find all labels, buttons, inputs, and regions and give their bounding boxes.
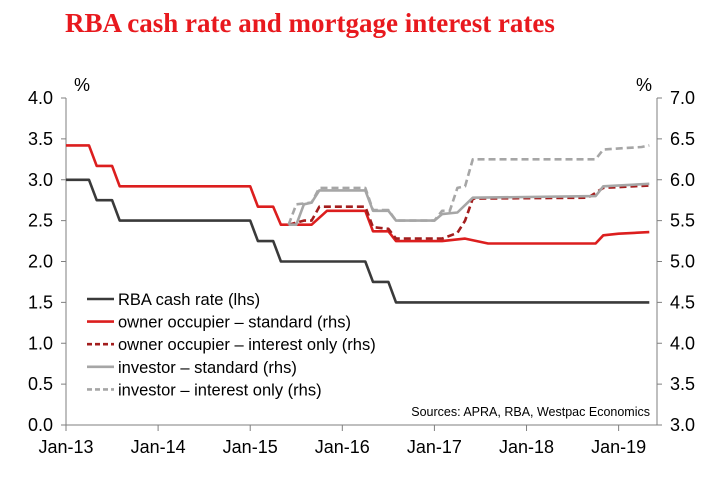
left-tick-label: 2.0 (28, 252, 53, 272)
left-tick-label: 2.5 (28, 211, 53, 231)
legend-label-4: investor – standard (rhs) (118, 359, 297, 377)
x-tick-label: Jan-14 (131, 437, 186, 457)
legend-label-3: owner occupier – interest only (rhs) (118, 336, 376, 354)
right-tick-label: 4.0 (670, 333, 695, 353)
left-tick-label: 0.5 (28, 374, 53, 394)
x-tick-label: Jan-15 (223, 437, 278, 457)
right-tick-label: 3.0 (670, 415, 695, 435)
x-tick-label: Jan-16 (315, 437, 370, 457)
right-tick-label: 6.5 (670, 129, 695, 149)
x-tick-label: Jan-17 (407, 437, 462, 457)
right-axis-unit-label: % (636, 75, 652, 95)
left-tick-label: 3.5 (28, 129, 53, 149)
right-tick-label: 5.0 (670, 252, 695, 272)
right-tick-label: 5.5 (670, 211, 695, 231)
right-tick-label: 6.0 (670, 170, 695, 190)
right-tick-label: 4.5 (670, 292, 695, 312)
source-note: Sources: APRA, RBA, Westpac Economics (411, 405, 650, 419)
left-tick-label: 1.5 (28, 292, 53, 312)
x-tick-label: Jan-19 (591, 437, 646, 457)
left-tick-label: 0.0 (28, 415, 53, 435)
series-line-4 (288, 182, 650, 226)
legend-label-5: investor – interest only (rhs) (118, 381, 322, 399)
left-tick-label: 4.0 (28, 88, 53, 108)
legend-label-2: owner occupier – standard (rhs) (118, 314, 351, 332)
x-tick-label: Jan-13 (38, 437, 93, 457)
right-tick-label: 3.5 (670, 374, 695, 394)
series-line-1 (66, 178, 650, 304)
left-tick-label: 3.0 (28, 170, 53, 190)
right-tick-label: 7.0 (670, 88, 695, 108)
series-line-2 (66, 144, 650, 245)
x-tick-label: Jan-18 (499, 437, 554, 457)
left-axis-unit-label: % (74, 75, 90, 95)
legend-label-1: RBA cash rate (lhs) (118, 291, 260, 309)
chart-title: RBA cash rate and mortgage interest rate… (65, 8, 555, 38)
left-tick-label: 1.0 (28, 333, 53, 353)
